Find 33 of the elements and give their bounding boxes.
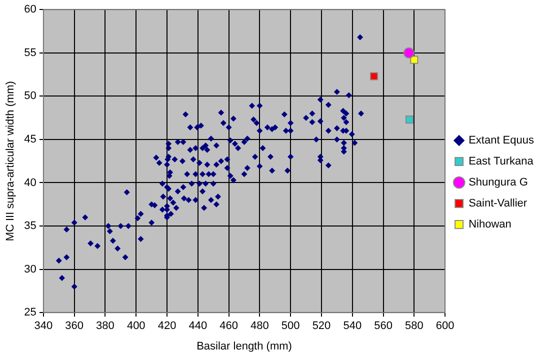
- legend-label: Shungura G: [468, 176, 528, 189]
- y-tick-label: 25: [24, 306, 36, 319]
- y-tick-label: 60: [24, 4, 36, 16]
- x-tick-label: 440: [188, 320, 208, 332]
- x-tick-label: 580: [404, 320, 424, 332]
- y-tick-label: 55: [24, 46, 36, 59]
- point: [370, 72, 378, 80]
- point: [410, 56, 418, 64]
- y-tick-label: 45: [24, 133, 36, 146]
- legend-label: East Turkana: [468, 156, 534, 168]
- x-tick-label: 360: [65, 320, 84, 332]
- x-tick-label: 480: [250, 320, 269, 332]
- x-tick-label: 520: [312, 320, 331, 332]
- legend-label: Nihowan: [468, 218, 512, 231]
- point: [403, 47, 414, 58]
- y-tick-label: 40: [24, 176, 36, 189]
- x-tick-label: 560: [374, 320, 392, 332]
- x-tick-label: 460: [220, 320, 238, 332]
- y-tick-label: 35: [24, 220, 36, 232]
- x-tick-label: 540: [343, 320, 362, 332]
- x-tick-label: 600: [436, 320, 454, 332]
- legend-label: Extant Equus: [468, 134, 534, 147]
- x-axis-title: Basilar length (mm): [196, 340, 292, 352]
- x-tick-label: 500: [281, 320, 300, 332]
- y-tick-label: 50: [24, 90, 36, 102]
- x-tick-label: 400: [126, 320, 146, 332]
- y-tick-label: 30: [24, 263, 36, 276]
- x-tick-label: 420: [158, 320, 176, 332]
- legend-label: Saint-Vallier: [468, 198, 528, 210]
- y-axis-title: MC III supra-articular width (mm): [4, 81, 17, 242]
- point: [406, 116, 414, 124]
- x-tick-label: 380: [96, 320, 114, 332]
- x-tick-label: 340: [34, 320, 53, 332]
